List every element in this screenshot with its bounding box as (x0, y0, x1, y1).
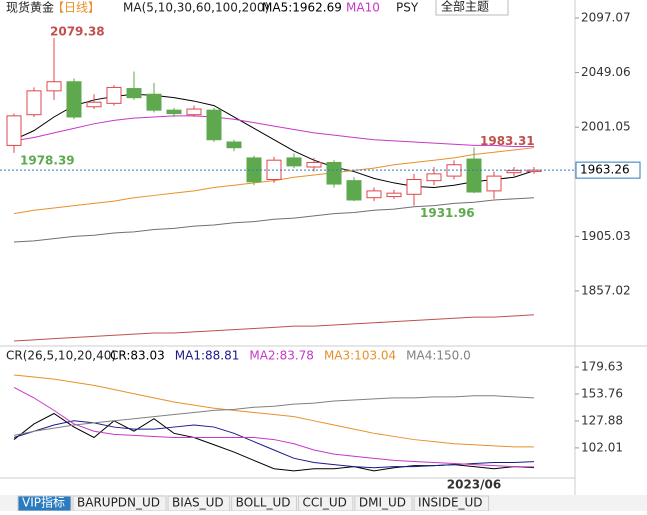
y-tick-label: 2049.06 (581, 65, 631, 79)
last-price-label: 1963.26 (580, 163, 630, 177)
candle-body (286, 157, 302, 167)
extreme-label: 2079.38 (50, 25, 105, 39)
tab[interactable]: BOLL_UD (236, 496, 291, 510)
candle-body (306, 161, 322, 168)
ma-params: MA(5,10,30,60,100,200) (123, 1, 269, 15)
candle-body (186, 108, 202, 116)
y-tick-label: 127.88 (581, 413, 623, 427)
indicator-line (13, 93, 535, 188)
pane-title: CR(26,5,10,20,40) (6, 349, 116, 363)
symbol: 现货黄金 (6, 0, 54, 15)
indicator-line (13, 420, 535, 469)
legend-entry: CR:83.03 (110, 349, 165, 363)
tab[interactable]: BARUPDN_UD (77, 496, 160, 510)
tab[interactable]: DMI_UD (359, 496, 406, 510)
candle-body (6, 115, 22, 146)
candle-body (166, 109, 182, 115)
y-tick-label: 1857.02 (581, 283, 631, 297)
y-tick-label: 2097.07 (581, 11, 631, 25)
candle-body (426, 173, 442, 182)
indicator-line (13, 314, 535, 342)
y-tick-label: 179.63 (581, 360, 623, 374)
tab[interactable]: VIP指标 (22, 495, 65, 510)
y-tick-label: 2001.05 (581, 120, 631, 134)
indicator-line (13, 197, 535, 243)
legend-entry: MA1:88.81 (175, 349, 240, 363)
indicator-line (13, 374, 535, 448)
y-tick-label: 102.01 (581, 440, 623, 454)
psy: PSY (396, 1, 419, 15)
y-tick-label: 1905.03 (581, 229, 631, 243)
tab[interactable]: INSIDE_UD (418, 496, 483, 510)
candle-body (66, 81, 82, 118)
candle-body (486, 175, 502, 192)
y-tick-label: 153.76 (581, 386, 623, 400)
legend-entry: MA4:150.0 (406, 349, 471, 363)
ma5-legend: MA5:1962.69 (262, 1, 342, 15)
candle-body (126, 88, 142, 99)
x-tick-label: 2023/06 (447, 478, 501, 492)
extreme-label: 1978.39 (20, 153, 75, 167)
candle-body (326, 161, 342, 185)
candle-body (106, 86, 122, 104)
candle-body (506, 169, 522, 174)
candle-body (146, 93, 162, 111)
candle-body (206, 109, 222, 141)
indicator-line (13, 387, 535, 468)
candle-body (226, 141, 242, 149)
legend-entry: MA3:103.04 (324, 349, 396, 363)
extreme-label: 1983.31 (480, 134, 535, 148)
candle-body (346, 180, 362, 201)
candle-body (26, 90, 42, 116)
indicator-line (13, 115, 534, 148)
candle-body (466, 158, 482, 193)
extreme-label: 1931.96 (420, 206, 475, 220)
candle-body (366, 190, 382, 199)
last-price-box (575, 161, 641, 179)
legend-entry: MA2:83.78 (249, 349, 314, 363)
period[interactable]: 【日线】 (52, 1, 100, 15)
candle-body (46, 81, 62, 92)
theme-label[interactable]: 全部主题 (441, 0, 489, 14)
ma10-legend: MA10 (346, 1, 380, 15)
candle-body (386, 192, 402, 198)
theme-button[interactable] (435, 0, 509, 16)
tab[interactable]: CCI_UD (303, 496, 347, 510)
tab[interactable]: BIAS_UD (172, 496, 224, 510)
candle-body (406, 179, 422, 195)
candle-body (86, 101, 102, 108)
indicator-line (13, 395, 535, 436)
